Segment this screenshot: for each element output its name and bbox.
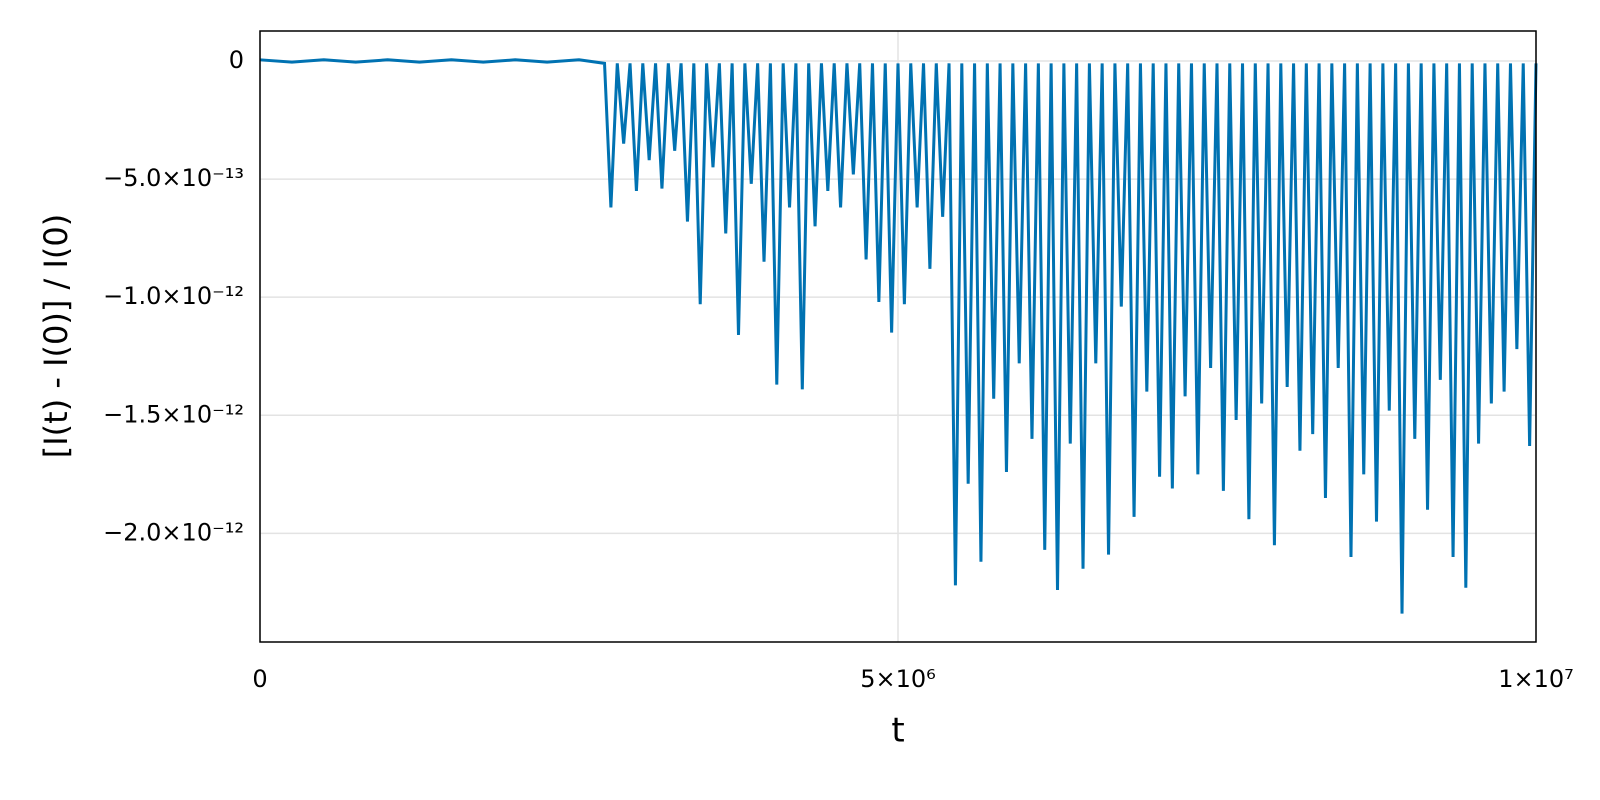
x-tick-label: 5×10⁶ — [860, 665, 936, 693]
x-tick-label: 1×10⁷ — [1498, 665, 1574, 693]
plot-area — [259, 58, 1538, 614]
y-tick-label: −1.0×10⁻¹² — [103, 282, 244, 310]
y-tick-label: −1.5×10⁻¹² — [103, 400, 244, 428]
x-axis-label: t — [891, 711, 904, 751]
y-tick-label: −2.0×10⁻¹² — [103, 518, 244, 546]
y-tick-label: −5.0×10⁻¹³ — [103, 164, 244, 192]
data-line — [259, 58, 1538, 614]
plot-frame — [259, 30, 1537, 643]
y-tick-label: 0 — [229, 46, 244, 74]
y-axis-label: [I(t) - I(0)] / I(0) — [37, 214, 75, 458]
x-tick-label: 0 — [252, 665, 267, 693]
